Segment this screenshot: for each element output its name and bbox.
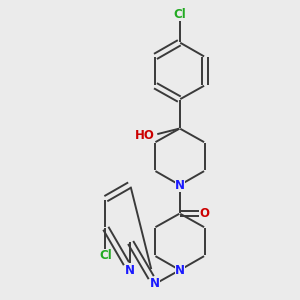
- Text: N: N: [175, 264, 185, 277]
- Text: O: O: [200, 207, 210, 220]
- Text: Cl: Cl: [173, 8, 186, 21]
- Text: N: N: [125, 264, 135, 277]
- Text: N: N: [175, 178, 185, 192]
- Text: N: N: [150, 278, 160, 290]
- Text: HO: HO: [135, 129, 155, 142]
- Text: Cl: Cl: [99, 249, 112, 262]
